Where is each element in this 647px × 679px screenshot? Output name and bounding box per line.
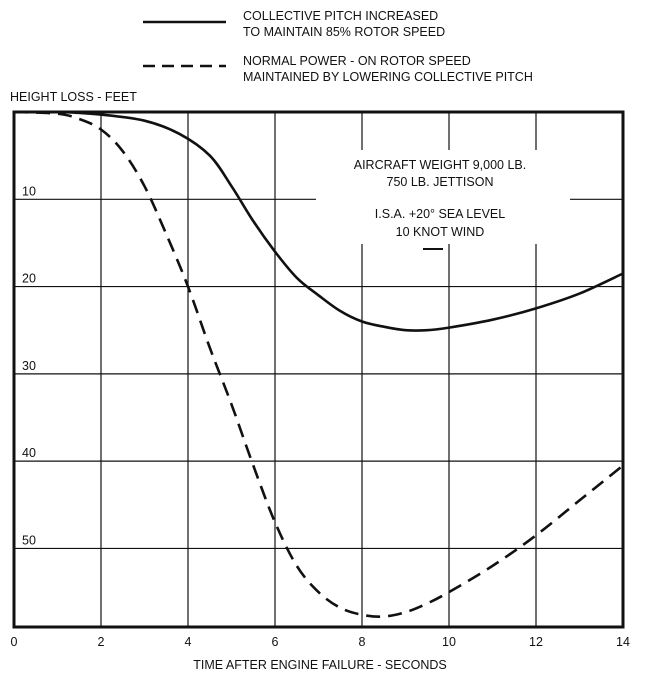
series-line-solid	[13, 110, 624, 332]
y-tick-label: 30	[22, 359, 36, 373]
x-tick-label: 8	[359, 635, 366, 649]
y-tick-label: 50	[22, 533, 36, 547]
x-tick-label: 2	[98, 635, 105, 649]
series-line-dashed	[13, 110, 624, 618]
legend-dashed-text-1: NORMAL POWER - ON ROTOR SPEED	[243, 54, 471, 68]
legend-solid-text-2: TO MAINTAIN 85% ROTOR SPEED	[243, 25, 445, 39]
annotation-weight: AIRCRAFT WEIGHT 9,000 LB.	[354, 158, 527, 172]
y-tick-labels: 10 20 30 40 50	[22, 184, 36, 547]
annotation-atmosphere: I.S.A. +20° SEA LEVEL	[375, 207, 505, 221]
x-tick-label: 0	[11, 635, 18, 649]
y-tick-label: 20	[22, 272, 36, 286]
x-tick-labels: 0 2 4 6 8 10 12 14	[11, 635, 630, 649]
x-tick-label: 10	[442, 635, 456, 649]
y-tick-label: 40	[22, 446, 36, 460]
series-layer	[13, 110, 624, 618]
legend-solid-text-1: COLLECTIVE PITCH INCREASED	[243, 9, 438, 23]
y-axis-label: HEIGHT LOSS - FEET	[10, 90, 137, 104]
y-tick-label: 10	[22, 184, 36, 198]
conditions-annotation: AIRCRAFT WEIGHT 9,000 LB. 750 LB. JETTIS…	[316, 150, 570, 250]
legend: COLLECTIVE PITCH INCREASED TO MAINTAIN 8…	[143, 9, 533, 84]
x-axis-label: TIME AFTER ENGINE FAILURE - SECONDS	[193, 658, 447, 672]
x-tick-label: 12	[529, 635, 543, 649]
legend-dashed-text-2: MAINTAINED BY LOWERING COLLECTIVE PITCH	[243, 70, 533, 84]
x-tick-label: 14	[616, 635, 630, 649]
annotation-jettison: 750 LB. JETTISON	[387, 175, 494, 189]
annotation-wind: 10 KNOT WIND	[396, 225, 485, 239]
annotation-background	[316, 150, 570, 244]
x-tick-label: 4	[185, 635, 192, 649]
plot-frame	[12, 110, 625, 629]
x-tick-label: 6	[272, 635, 279, 649]
